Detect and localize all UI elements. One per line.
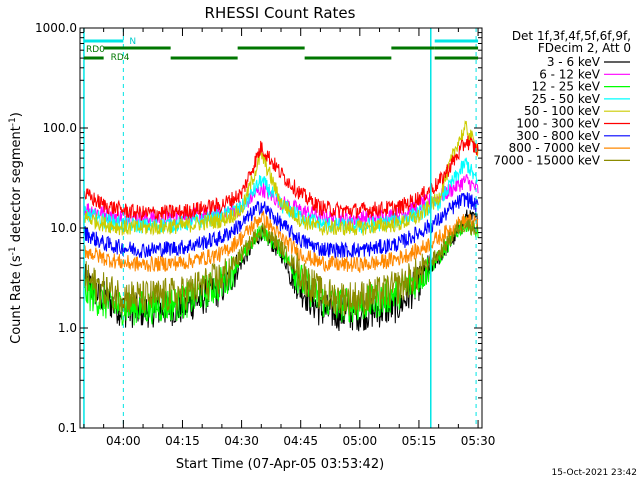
series-line-4: [83, 120, 479, 237]
footer-timestamp: 15-Oct-2021 23:42: [552, 468, 637, 478]
rd0-annotation: RD0: [86, 45, 105, 55]
series-line-5: [83, 135, 479, 221]
y-tick-label-1: 1.0: [58, 321, 77, 335]
series-line-7: [83, 210, 479, 273]
legend-header-line-1: Det 1f,3f,4f,5f,6f,9f,: [512, 29, 631, 43]
rd4-annotation: RD4: [111, 53, 130, 63]
legend-label-0: 3 - 6 keV: [547, 55, 601, 69]
x-axis-label: Start Time (07-Apr-05 03:53:42): [176, 457, 384, 472]
x-tick-label-1: 04:15: [165, 434, 200, 448]
legend-label-8: 7000 - 15000 keV: [493, 153, 600, 167]
x-axis: 04:00 04:15 04:30 04:45 05:00 05:15 05:30: [83, 28, 496, 448]
legend-label-3: 25 - 50 keV: [532, 92, 601, 106]
x-tick-label-5: 05:15: [402, 434, 437, 448]
legend-label-2: 12 - 25 keV: [532, 80, 601, 94]
chart-title: RHESSI Count Rates: [205, 4, 356, 22]
legend-label-1: 6 - 12 keV: [539, 67, 601, 81]
legend-header-line-2: FDecim 2, Att 0: [538, 41, 631, 55]
x-tick-label-3: 04:45: [283, 434, 318, 448]
n-annotation: N: [129, 37, 136, 47]
x-tick-label-4: 05:00: [343, 434, 378, 448]
legend-label-7: 800 - 7000 keV: [509, 141, 601, 155]
y-axis: 0.1 1.0 10.0 100.0 1000.0: [35, 21, 482, 435]
y-tick-label-4: 1000.0: [35, 21, 77, 35]
y-tick-label-0: 0.1: [58, 421, 77, 435]
x-tick-label-2: 04:30: [224, 434, 259, 448]
plot-area: N RD0 RD4: [83, 28, 479, 428]
legend-label-6: 300 - 800 keV: [516, 129, 600, 143]
y-tick-label-3: 100.0: [43, 121, 77, 135]
y-axis-label: Count Rate (s-1 detector segment-1): [8, 112, 24, 344]
legend-label-4: 50 - 100 keV: [524, 104, 601, 118]
y-tick-label-2: 10.0: [50, 221, 77, 235]
x-tick-label-6: 05:30: [461, 434, 496, 448]
legend: Det 1f,3f,4f,5f,6f,9f, FDecim 2, Att 0 3…: [493, 29, 631, 167]
series-line-3: [83, 157, 479, 234]
series-line-8: [83, 219, 479, 316]
x-tick-label-0: 04:00: [106, 434, 141, 448]
legend-label-5: 100 - 300 keV: [516, 117, 600, 131]
series-line-6: [83, 192, 479, 259]
